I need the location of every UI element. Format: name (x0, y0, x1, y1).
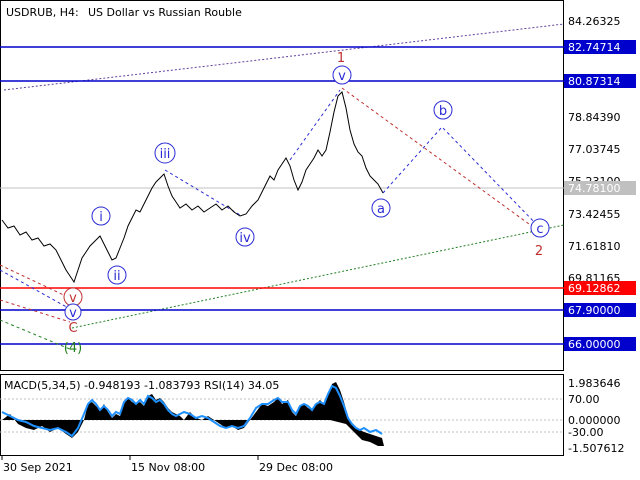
indicator-tick: 1.983646 (568, 377, 621, 390)
wave-c-circle (530, 218, 550, 238)
indicator-tick: 70.00 (568, 393, 600, 406)
price-series (1, 91, 384, 284)
wave-iii-iv (164, 169, 241, 216)
level-tag-80 (564, 74, 636, 88)
price-levels (0, 46, 564, 345)
indicator-title: MACD(5,34,5) -0.948193 -1.083793 RSI(14)… (4, 379, 279, 392)
current-price-text: 74.78100 (568, 182, 621, 195)
blue-wave-left (0, 269, 73, 311)
symbol-description: US Dollar vs Russian Rouble (88, 6, 242, 19)
symbol-label: USDRUB, H4: (6, 6, 79, 19)
wave-C-label: C (68, 321, 77, 336)
wave-blue-v-circle (64, 303, 82, 321)
wave-a-label: a (377, 202, 385, 217)
wave-ii-circle (107, 265, 127, 285)
rsi-line (1, 384, 383, 438)
price-tick: 71.61810 (568, 240, 621, 253)
wave-2-label: 2 (535, 244, 543, 259)
wave-v-label: v (338, 69, 346, 84)
wave-ii-label: ii (113, 269, 120, 284)
red-wave-left-2 (0, 299, 71, 323)
upper-trend-line (3, 23, 565, 91)
wave-red-v-label: v (69, 291, 77, 306)
level-tag-80-text: 80.87314 (568, 75, 621, 88)
wave-c-label: c (536, 222, 543, 237)
time-tick: 30 Sep 2021 (3, 461, 73, 474)
indicator-tick: -30.00 (568, 426, 603, 439)
level-tag-66 (564, 337, 636, 351)
red-wave-left (0, 264, 71, 299)
wave-iv-label: iv (239, 231, 251, 246)
current-price-tag (564, 181, 636, 195)
time-tick: 15 Nov 08:00 (131, 461, 205, 474)
wave-i-circle (91, 206, 111, 226)
wave-a-circle (371, 198, 391, 218)
wave-1-label: 1 (337, 51, 345, 66)
price-chart-frame (0, 0, 564, 371)
wave-iii-circle (154, 142, 176, 164)
wave-v-circle (332, 65, 352, 85)
wave-labels: i ii iii iv v 1 a b c 2 v v C (4) (63, 51, 550, 356)
level-tag-67 (564, 303, 636, 317)
red-wave-projection (341, 87, 541, 233)
indicator-tick: -1.507612 (568, 442, 624, 455)
wave-iii-label: iii (160, 147, 171, 162)
price-axis: 84.26325 78.84390 77.03745 75.23100 73.4… (568, 15, 621, 285)
level-tag-69 (564, 281, 636, 295)
price-tick: 77.03745 (568, 143, 621, 156)
wave-i-label: i (99, 210, 103, 225)
wave-iv-circle (235, 227, 255, 247)
level-tags: 82.74714 80.87314 74.78100 69.12862 67.9… (564, 40, 636, 351)
wave-b-label: b (439, 104, 447, 119)
level-tag-66-text: 66.00000 (568, 338, 621, 351)
level-tag-82 (564, 40, 636, 54)
wave-blue-v-label: v (69, 306, 77, 321)
time-tick: 29 Dec 08:00 (259, 461, 333, 474)
green-wave-left (0, 319, 73, 351)
level-tag-67-text: 67.90000 (568, 304, 621, 317)
level-tag-69-text: 69.12862 (568, 282, 621, 295)
indicator-tick: 0.000000 (568, 414, 621, 427)
indicator-axis: 1.983646 70.00 0.000000 -30.00 -1.507612 (568, 377, 624, 455)
level-tag-82-text: 82.74714 (568, 41, 621, 54)
wave-b-circle (433, 100, 453, 120)
time-axis: 30 Sep 2021 15 Nov 08:00 29 Dec 08:00 (1, 456, 333, 474)
macd-histogram (2, 382, 384, 446)
price-tick: 78.84390 (568, 111, 621, 124)
price-tick: 84.26325 (568, 15, 621, 28)
price-tick: 73.42455 (568, 208, 621, 221)
wave-4-label: (4) (64, 341, 82, 356)
wave-to-v (289, 89, 341, 161)
abc-projection (382, 126, 541, 229)
